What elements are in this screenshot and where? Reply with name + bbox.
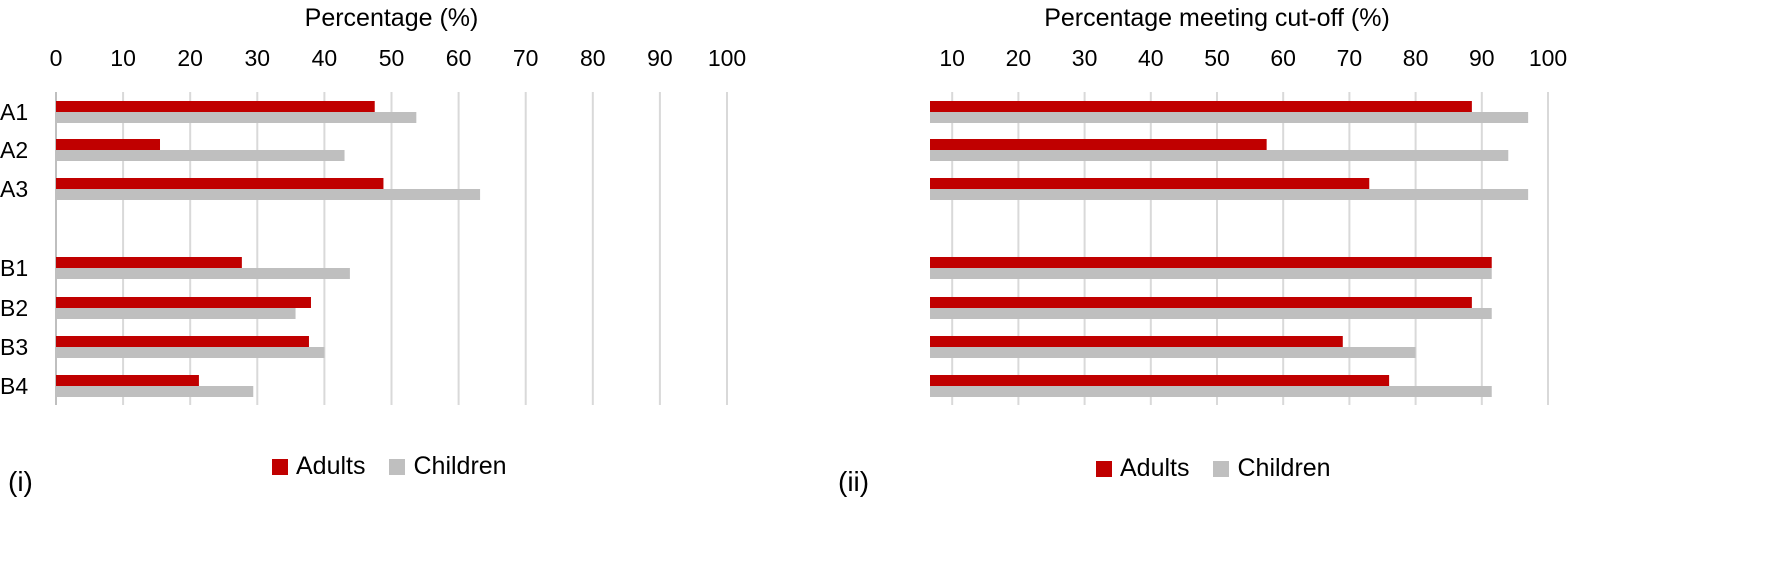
bar-children-b2 [56, 308, 296, 319]
x-tick-label: 80 [1403, 45, 1429, 71]
legend-swatch-children [389, 458, 406, 475]
x-tick-label: 10 [110, 45, 136, 71]
x-tick-label: 40 [1138, 45, 1164, 71]
legend-label-children: Children [1237, 454, 1331, 482]
x-tick-label: 100 [1529, 45, 1567, 71]
bar-adults-a2 [886, 139, 1267, 150]
category-label: B2 [0, 295, 28, 321]
bar-children-a3 [56, 189, 481, 200]
bar-children-b4 [56, 386, 254, 397]
bar-adults-a1 [56, 101, 375, 112]
x-tick-label: 30 [245, 45, 271, 71]
bar-adults-b4 [886, 375, 1390, 386]
bar-adults-a1 [886, 101, 1472, 112]
chart-i-svg: Percentage (%) 0 10 20 30 40 50 60 70 80 90 100 A1 A2… [0, 4, 746, 405]
legend-swatch-children [1213, 460, 1230, 477]
legend-item-adults: Adults [1096, 454, 1189, 483]
chart-ii-legend: Adults Children [1096, 454, 1331, 483]
x-tick-label: 80 [580, 45, 606, 71]
bar-children-a2 [56, 150, 345, 161]
chart-ii-svg: Percentage meeting cut-off (%)0102030405… [832, 4, 1567, 405]
panel-label-ii: (ii) [838, 466, 870, 497]
x-tick-label: 50 [1204, 45, 1230, 71]
x-tick-label: 30 [1072, 45, 1098, 71]
bar-adults-b4 [56, 375, 199, 386]
legend-item-children: Children [1213, 454, 1331, 483]
category-label: B4 [0, 373, 28, 399]
bar-children-a3 [886, 189, 1529, 200]
x-tick-label: 10 [939, 45, 965, 71]
x-tick-label: 60 [446, 45, 472, 71]
category-label: B3 [0, 334, 28, 360]
bar-adults-a2 [56, 139, 161, 150]
bar-children-b1 [56, 268, 350, 279]
bar-adults-a3 [56, 178, 384, 189]
bar-children-b2 [886, 308, 1492, 319]
chart-title: Percentage meeting cut-off (%) [1044, 4, 1390, 32]
bar-adults-b3 [56, 336, 309, 347]
bar-adults-b1 [886, 257, 1492, 268]
x-tick-label: 60 [1270, 45, 1296, 71]
bar-adults-b2 [886, 297, 1472, 308]
category-label: A1 [0, 99, 28, 125]
x-tick-label: 70 [1337, 45, 1363, 71]
bar-children-b3 [56, 347, 325, 358]
x-tick-label: 40 [312, 45, 338, 71]
legend-item-adults: Adults [272, 452, 365, 481]
legend-swatch-adults [1096, 460, 1112, 477]
bar-adults-a3 [886, 178, 1370, 189]
bar-children-a1 [56, 112, 417, 123]
legend-label-adults: Adults [296, 452, 366, 480]
x-tick-label: 20 [1006, 45, 1032, 71]
legend-item-children: Children [389, 452, 507, 481]
legend-label-adults: Adults [1120, 454, 1190, 482]
category-label: A3 [0, 176, 28, 202]
bar-children-b1 [886, 268, 1492, 279]
chart-panel-ii: Percentage meeting cut-off (%)0102030405… [832, 0, 1773, 566]
legend-label-children: Children [413, 452, 507, 480]
x-tick-label: 100 [708, 45, 746, 71]
bar-adults-b1 [56, 257, 242, 268]
bar-children-a1 [886, 112, 1529, 123]
x-tick-label: 90 [1469, 45, 1495, 71]
x-tick-label: 90 [647, 45, 673, 71]
x-tick-label: 50 [379, 45, 405, 71]
category-label: A2 [0, 137, 28, 163]
panel-label-i: (i) [8, 466, 33, 497]
x-tick-label: 70 [513, 45, 539, 71]
chart-panel-i: Percentage (%) 0 10 20 30 40 50 60 70 80 90 100 A1 A2… [0, 0, 880, 566]
chart-title: Percentage (%) [305, 4, 479, 32]
legend-swatch-adults [272, 458, 288, 475]
x-tick-label: 20 [177, 45, 203, 71]
bar-children-a2 [886, 150, 1509, 161]
bar-children-b4 [886, 386, 1492, 397]
bar-adults-b2 [56, 297, 311, 308]
bar-children-b3 [886, 347, 1416, 358]
category-label: B1 [0, 255, 28, 281]
bar-adults-b3 [886, 336, 1343, 347]
x-tick-label: 0 [50, 45, 63, 71]
chart-i-legend: Adults Children [272, 452, 507, 481]
